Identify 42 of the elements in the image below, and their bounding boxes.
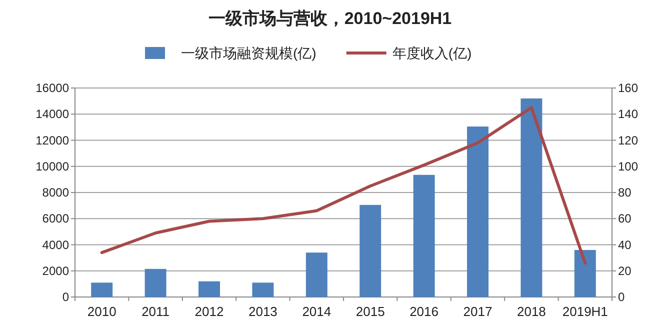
x-tick-label: 2017 — [463, 304, 492, 319]
y2-tick-label: 0 — [618, 290, 625, 304]
y2-tick-label: 60 — [618, 212, 632, 226]
bar — [144, 268, 166, 297]
x-tick-label: 2018 — [516, 304, 546, 319]
x-tick-label: 2015 — [356, 304, 385, 319]
y2-tick-label: 140 — [618, 107, 638, 122]
legend-label: 年度收入(亿) — [392, 45, 472, 61]
y2-tick-label: 20 — [618, 264, 632, 278]
bar — [467, 126, 488, 297]
y-tick-label: 12000 — [36, 133, 70, 148]
y2-tick-label: 40 — [618, 238, 632, 252]
y-tick-label: 6000 — [42, 212, 70, 226]
x-tick-label: 2016 — [410, 304, 439, 319]
legend-label: 一级市场融资规模(亿) — [181, 45, 316, 61]
bar — [520, 98, 542, 297]
y-tick-label: 8000 — [42, 186, 70, 200]
bar — [574, 250, 596, 297]
x-tick-label: 2014 — [302, 304, 332, 319]
y2-tick-label: 100 — [618, 159, 638, 174]
y2-tick-label: 80 — [618, 186, 632, 200]
bar — [252, 282, 274, 297]
y-tick-label: 0 — [62, 290, 70, 304]
bar — [198, 281, 220, 297]
y-tick-label: 2000 — [42, 264, 70, 278]
bar — [91, 282, 113, 297]
y-tick-label: 4000 — [42, 238, 70, 252]
bar — [360, 204, 382, 297]
y-tick-label: 10000 — [36, 159, 70, 174]
x-tick-label: 2019H1 — [562, 304, 608, 319]
y2-tick-label: 160 — [618, 81, 638, 95]
line-series — [100, 106, 587, 265]
chart-title: 一级市场与营收，2010~2019H1 — [208, 9, 452, 28]
y-tick-label: 16000 — [36, 81, 70, 95]
x-tick-label: 2010 — [87, 304, 116, 319]
y2-tick-label: 120 — [618, 133, 638, 148]
x-tick-label: 2011 — [142, 304, 170, 319]
x-tick-label: 2012 — [194, 304, 224, 319]
bar — [306, 252, 328, 297]
bar — [413, 174, 435, 297]
y-tick-label: 14000 — [36, 107, 70, 122]
x-tick-label: 2013 — [248, 304, 278, 319]
